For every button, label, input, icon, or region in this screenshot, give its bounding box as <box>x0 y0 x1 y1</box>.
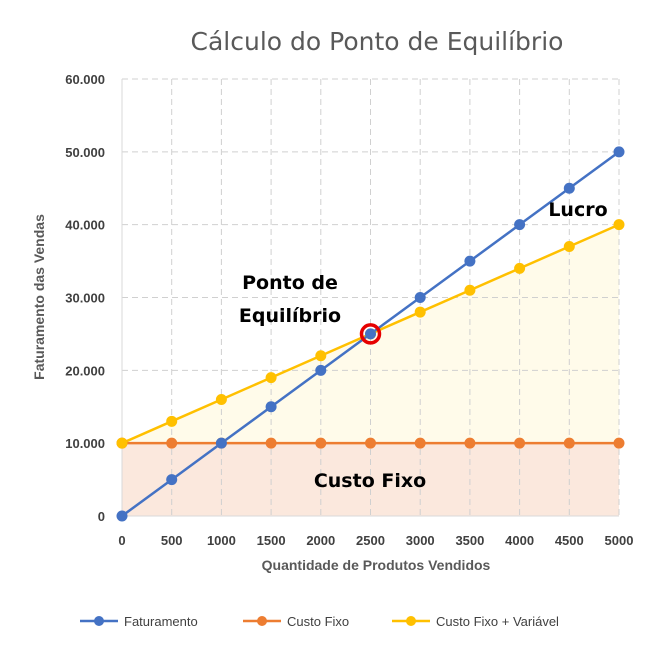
x-tick-label: 500 <box>161 533 183 548</box>
y-tick-label: 60.000 <box>65 72 105 87</box>
data-point-custo-fixo-variavel <box>315 350 327 362</box>
data-point-custo-fixo-variavel <box>215 393 227 405</box>
x-tick-label: 2500 <box>356 533 385 548</box>
data-point-custo-fixo-variavel <box>464 284 476 296</box>
x-tick-label: 2000 <box>306 533 335 548</box>
y-axis-label: Faturamento das Vendas <box>31 214 47 380</box>
fixed-cost-label: Custo Fixo <box>314 470 426 492</box>
data-point-custo-fixo-variavel <box>613 219 625 231</box>
data-point-faturamento <box>563 182 575 194</box>
data-point-custo-fixo-variavel <box>514 262 526 274</box>
data-point-custo-fixo <box>315 437 327 449</box>
data-point-faturamento <box>265 401 277 413</box>
data-point-custo-fixo-variavel <box>414 306 426 318</box>
data-point-custo-fixo-variavel <box>265 372 277 384</box>
x-tick-label: 3500 <box>455 533 484 548</box>
series-markers <box>116 146 625 522</box>
data-point-custo-fixo <box>166 437 178 449</box>
data-point-faturamento <box>365 328 376 340</box>
data-point-faturamento <box>414 292 426 303</box>
y-tick-label: 40.000 <box>65 218 105 233</box>
legend-label-custo-fixo: Custo Fixo <box>287 614 349 629</box>
data-point-custo-fixo <box>563 437 575 449</box>
x-tick-label: 4500 <box>555 533 584 548</box>
x-tick-label: 1500 <box>257 533 286 548</box>
data-point-faturamento <box>613 146 625 158</box>
data-point-faturamento <box>215 437 227 449</box>
x-tick-labels: 0 500 1000 1500 2000 2500 3000 3500 4000 4500 5000 <box>118 533 633 548</box>
y-tick-label: 30.000 <box>65 291 105 306</box>
chart-title: Cálculo do Ponto de Equilíbrio <box>191 27 564 56</box>
x-tick-label: 3000 <box>406 533 435 548</box>
legend: Faturamento Custo Fixo Custo Fixo + Variáv… <box>80 614 559 629</box>
y-tick-label: 50.000 <box>65 145 105 160</box>
data-point-faturamento <box>315 364 327 376</box>
x-tick-label: 0 <box>118 533 125 548</box>
legend-marker-custo-fixo <box>257 616 267 626</box>
data-point-custo-fixo <box>613 437 625 449</box>
legend-marker-custo-fixo-variavel <box>406 616 416 626</box>
data-point-custo-fixo-variavel <box>166 415 178 427</box>
break-even-label-line1: Ponto de <box>242 272 338 294</box>
data-point-custo-fixo <box>365 437 376 449</box>
legend-label-custo-fixo-variavel: Custo Fixo + Variável <box>436 614 559 629</box>
y-tick-label: 20.000 <box>65 363 105 378</box>
data-point-custo-fixo <box>265 437 277 449</box>
data-point-custo-fixo-variavel <box>563 241 575 253</box>
legend-marker-faturamento <box>94 616 104 626</box>
break-even-highlight <box>359 323 382 345</box>
x-tick-label: 5000 <box>605 533 634 548</box>
data-point-custo-fixo-variavel <box>116 437 128 449</box>
data-point-custo-fixo <box>514 437 526 449</box>
data-point-faturamento <box>116 510 128 522</box>
break-even-label-line2: Equilíbrio <box>239 305 341 327</box>
y-tick-label: 0 <box>98 509 105 524</box>
data-point-faturamento <box>464 255 476 267</box>
x-tick-label: 1000 <box>207 533 236 548</box>
data-point-custo-fixo <box>414 437 426 449</box>
y-tick-labels: 0 10.000 20.000 30.000 40.000 50.000 60.000 <box>65 72 105 524</box>
y-tick-label: 10.000 <box>65 436 105 451</box>
data-point-faturamento <box>166 474 178 486</box>
profit-label: Lucro <box>548 199 607 221</box>
legend-label-faturamento: Faturamento <box>124 614 198 629</box>
x-tick-label: 4000 <box>505 533 534 548</box>
x-axis-label: Quantidade de Produtos Vendidos <box>262 557 491 573</box>
data-point-custo-fixo <box>464 437 476 449</box>
data-point-faturamento <box>514 219 526 231</box>
